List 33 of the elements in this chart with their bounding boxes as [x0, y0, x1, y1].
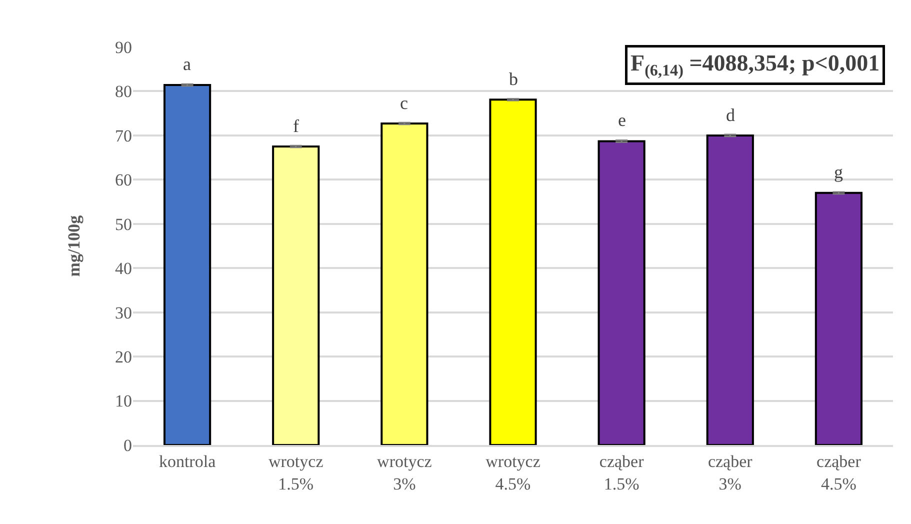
- data-label: e: [618, 110, 626, 130]
- x-tick-label: kontrola: [158, 452, 216, 472]
- x-tick-label: cząber 1.5%: [599, 452, 644, 494]
- data-label: b: [509, 69, 518, 89]
- y-tick-label: 50: [115, 214, 132, 234]
- y-tick-label: 10: [115, 392, 132, 411]
- annotation: F$_{(6,14)}$ =4088,354; p<0,001: [630, 50, 880, 80]
- y-tick-label: 0: [124, 436, 132, 455]
- data-label: g: [834, 162, 843, 182]
- y-tick-label: 70: [115, 126, 132, 146]
- y-tick-label: 40: [115, 259, 132, 278]
- y-tick-label: 60: [115, 170, 132, 190]
- y-axis-title: mg/100g: [64, 214, 84, 277]
- data-label: d: [726, 105, 735, 125]
- bar: [489, 98, 537, 445]
- bar: [814, 192, 863, 445]
- y-tick-label: 80: [115, 82, 132, 102]
- bar: [598, 140, 646, 445]
- bar: [272, 146, 320, 445]
- x-tick-label: wrotycz 4.5%: [486, 452, 541, 494]
- bar: [706, 134, 754, 445]
- y-tick-label: 30: [115, 303, 132, 322]
- bar: [380, 122, 428, 445]
- y-tick-label: 20: [115, 348, 132, 367]
- x-tick-label: wrotycz 3%: [377, 452, 432, 494]
- x-tick-label: cząber 3%: [708, 452, 753, 494]
- x-tick-label: cząber 4.5%: [816, 452, 862, 494]
- data-label: f: [293, 116, 299, 136]
- data-label: a: [183, 54, 191, 74]
- x-tick-label: wrotycz 1.5%: [268, 452, 324, 494]
- bar: [163, 84, 212, 445]
- y-tick-label: 90: [115, 38, 132, 57]
- data-label: c: [400, 93, 408, 113]
